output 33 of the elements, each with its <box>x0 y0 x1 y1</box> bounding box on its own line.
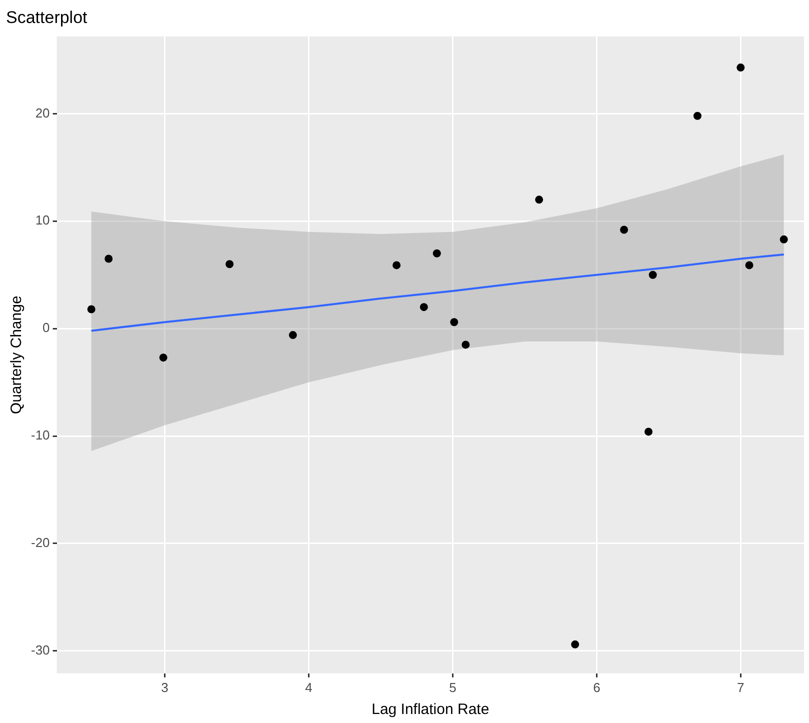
y-axis-title: Quarterly Change <box>8 296 26 414</box>
point <box>87 305 96 314</box>
y-tick-label: 20 <box>35 105 50 120</box>
point <box>159 354 168 362</box>
point <box>226 260 234 268</box>
point <box>780 235 788 244</box>
x-axis-title: Lag Inflation Rate <box>372 701 490 718</box>
y-tick-label: 0 <box>42 320 50 336</box>
point <box>736 64 745 72</box>
point <box>420 303 428 312</box>
x-tick-label: 4 <box>305 680 312 695</box>
point <box>462 340 470 349</box>
point <box>693 112 702 120</box>
y-tick-label: -10 <box>30 428 50 443</box>
point <box>745 261 754 270</box>
point <box>392 261 401 270</box>
point <box>648 270 657 279</box>
y-tick-label: -30 <box>30 642 50 658</box>
x-tick-label: 6 <box>593 680 600 695</box>
point <box>432 249 441 258</box>
point <box>620 226 628 234</box>
point <box>535 196 544 204</box>
x-tick-label: 5 <box>449 680 456 695</box>
point <box>644 428 653 436</box>
point <box>450 318 458 326</box>
point <box>104 254 113 263</box>
y-tick-label: 10 <box>35 212 50 228</box>
y-tick-label: -20 <box>30 535 50 550</box>
chart-title: Scatterplot <box>6 8 88 27</box>
x-tick-label: 3 <box>161 680 168 695</box>
point <box>288 331 297 340</box>
point <box>571 640 580 648</box>
x-tick-label: 7 <box>737 680 744 695</box>
